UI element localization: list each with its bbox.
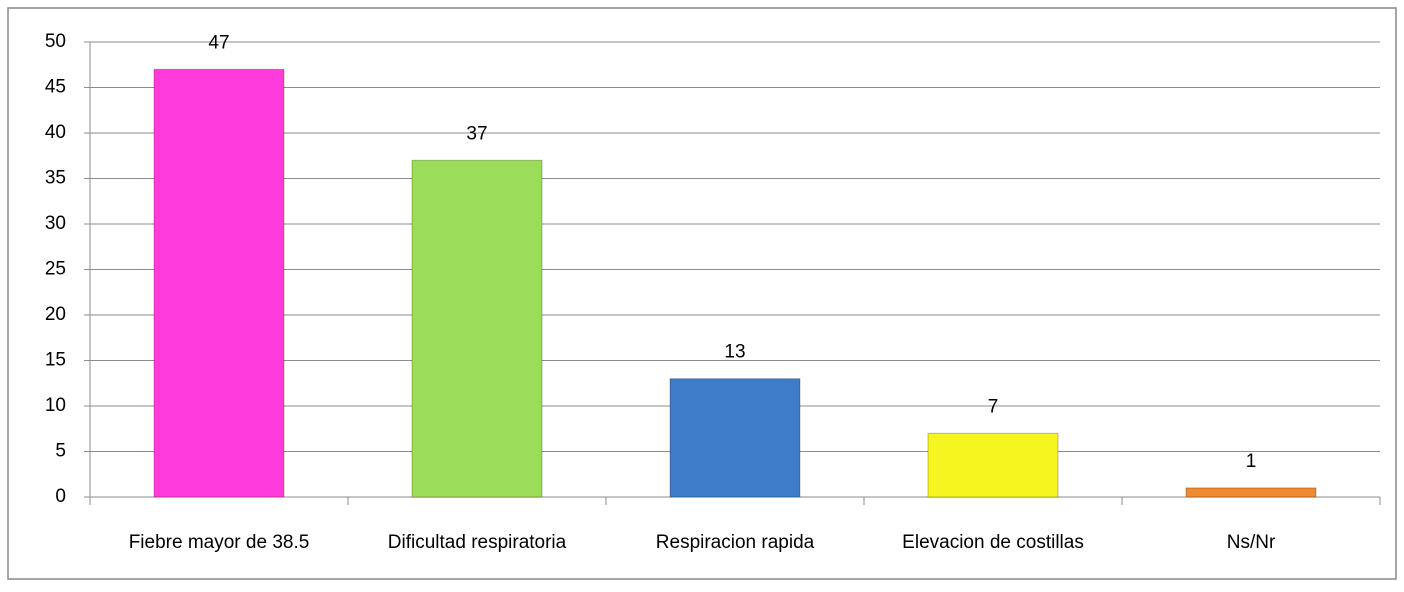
x-tick-label: Respiracion rapida bbox=[656, 532, 815, 553]
bar bbox=[1185, 487, 1317, 498]
bar bbox=[153, 68, 285, 498]
bar bbox=[411, 159, 543, 498]
x-tick-label: Ns/Nr bbox=[1227, 532, 1276, 553]
data-label: 47 bbox=[208, 32, 229, 53]
data-label: 37 bbox=[466, 123, 487, 144]
y-tick-label: 45 bbox=[45, 77, 66, 98]
x-tick-label: Dificultad respiratoria bbox=[388, 532, 567, 553]
bar bbox=[669, 378, 801, 498]
y-tick-label: 15 bbox=[45, 350, 66, 371]
y-tick-label: 30 bbox=[45, 213, 66, 234]
x-tick-label: Fiebre mayor de 38.5 bbox=[129, 532, 310, 553]
bar bbox=[927, 432, 1059, 498]
y-tick-label: 10 bbox=[45, 395, 66, 416]
data-label: 13 bbox=[724, 342, 745, 363]
x-tick-label: Elevacion de costillas bbox=[902, 532, 1084, 553]
y-tick-label: 0 bbox=[55, 486, 66, 507]
data-label: 1 bbox=[1246, 451, 1257, 472]
y-tick-label: 5 bbox=[55, 441, 66, 462]
y-tick-label: 20 bbox=[45, 304, 66, 325]
y-tick-label: 40 bbox=[45, 122, 66, 143]
y-tick-label: 50 bbox=[45, 31, 66, 52]
data-label: 7 bbox=[988, 396, 999, 417]
y-tick-label: 25 bbox=[45, 259, 66, 280]
y-tick-label: 35 bbox=[45, 168, 66, 189]
